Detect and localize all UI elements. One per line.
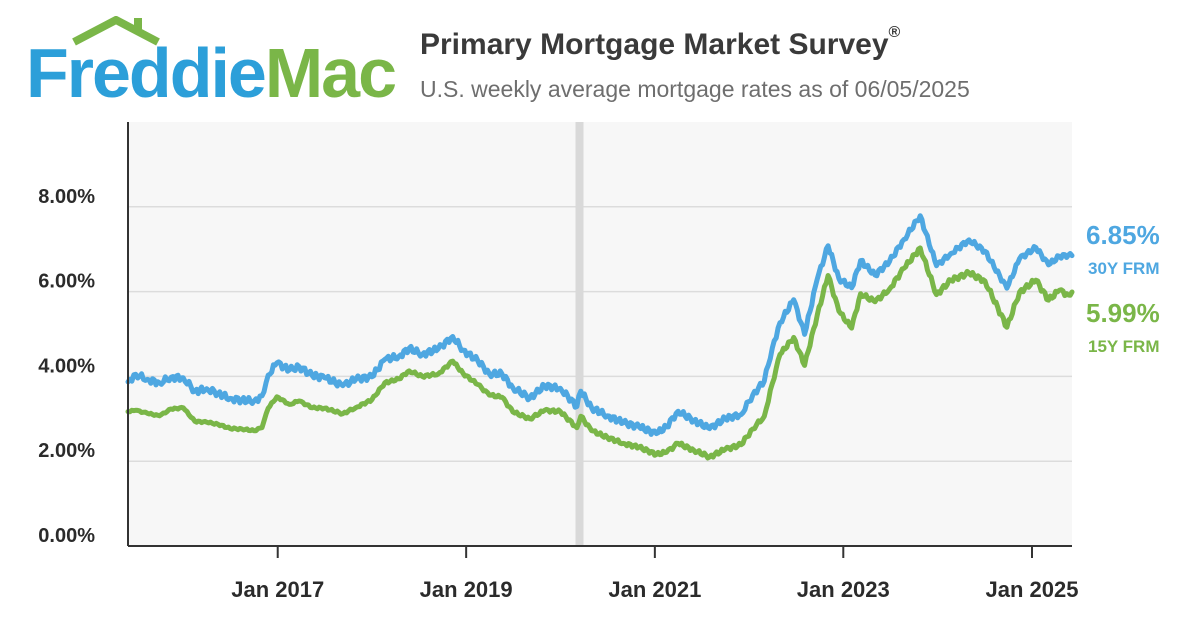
logo-word-freddie: Freddie — [26, 34, 267, 112]
x-tick-label: Jan 2025 — [986, 577, 1079, 602]
highlight-band — [575, 122, 584, 546]
chart-title: Primary Mortgage Market Survey® — [420, 24, 900, 62]
house-roof-icon — [72, 16, 160, 46]
y-tick-label: 8.00% — [38, 186, 95, 208]
plot-area — [128, 122, 1072, 546]
y-tick-label: 6.00% — [38, 271, 95, 293]
chart-title-text: Primary Mortgage Market Survey — [420, 28, 889, 61]
chart-subtitle: U.S. weekly average mortgage rates as of… — [420, 76, 970, 102]
series-line-15y-frm — [125, 245, 1075, 461]
x-tick-labels: Jan 2017 Jan 2019 Jan 2021 Jan 2023 Jan 2025 — [231, 546, 1078, 602]
end-label-value: 5.99% — [1086, 298, 1160, 328]
x-tick-label: Jan 2019 — [420, 577, 513, 602]
end-label-series-name: 30Y FRM — [1088, 259, 1160, 278]
highlight-band-rect — [575, 122, 584, 546]
y-tick-label: 4.00% — [38, 355, 95, 377]
x-tick-label: Jan 2021 — [608, 577, 701, 602]
y-tick-label: 2.00% — [38, 440, 95, 462]
logo-wordmark: FreddieMac — [26, 38, 397, 108]
end-labels: 6.85% 30Y FRM 5.99% 15Y FRM — [1086, 220, 1160, 356]
x-tick-label: Jan 2023 — [797, 577, 890, 602]
y-tick-labels: 0.00% 2.00% 4.00% 6.00% 8.00% — [38, 186, 95, 547]
freddie-mac-logo: FreddieMac — [24, 16, 397, 108]
registered-mark: ® — [888, 24, 901, 41]
series-lines — [125, 213, 1075, 461]
axes — [127, 122, 1072, 547]
end-label-value: 6.85% — [1086, 220, 1160, 250]
grid-lines — [128, 206, 1072, 462]
end-label-series-name: 15Y FRM — [1088, 337, 1160, 356]
series-line-30y-frm — [125, 213, 1075, 437]
logo-word-mac: Mac — [264, 34, 397, 112]
y-tick-label: 0.00% — [38, 525, 95, 547]
x-tick-label: Jan 2017 — [231, 577, 324, 602]
